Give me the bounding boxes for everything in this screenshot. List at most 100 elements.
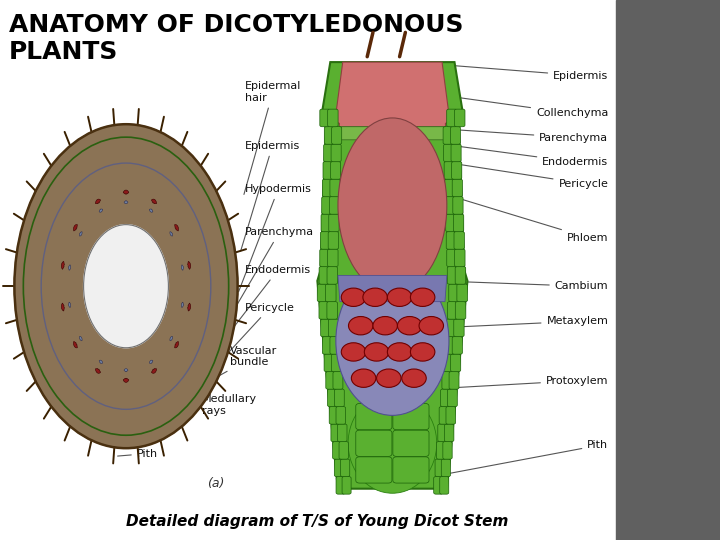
FancyBboxPatch shape bbox=[328, 232, 338, 249]
FancyBboxPatch shape bbox=[446, 232, 456, 249]
Polygon shape bbox=[181, 302, 184, 308]
Circle shape bbox=[410, 288, 435, 307]
FancyBboxPatch shape bbox=[336, 407, 346, 424]
FancyBboxPatch shape bbox=[336, 477, 345, 494]
Polygon shape bbox=[318, 62, 467, 489]
FancyBboxPatch shape bbox=[439, 407, 449, 424]
Polygon shape bbox=[123, 190, 129, 194]
FancyBboxPatch shape bbox=[451, 144, 461, 161]
FancyBboxPatch shape bbox=[435, 459, 444, 477]
FancyBboxPatch shape bbox=[447, 267, 458, 284]
Ellipse shape bbox=[23, 137, 229, 435]
Polygon shape bbox=[61, 303, 64, 311]
Text: Endodermis: Endodermis bbox=[445, 145, 608, 167]
FancyBboxPatch shape bbox=[320, 109, 330, 127]
FancyBboxPatch shape bbox=[324, 354, 334, 372]
FancyBboxPatch shape bbox=[451, 161, 462, 179]
FancyBboxPatch shape bbox=[446, 249, 457, 267]
Text: Pith: Pith bbox=[426, 441, 608, 478]
Polygon shape bbox=[96, 199, 101, 204]
Polygon shape bbox=[339, 127, 446, 140]
Text: Protoxylem: Protoxylem bbox=[431, 376, 608, 389]
Polygon shape bbox=[338, 275, 447, 302]
FancyBboxPatch shape bbox=[328, 389, 337, 407]
FancyBboxPatch shape bbox=[328, 249, 338, 267]
Text: Epidermal
hair: Epidermal hair bbox=[244, 81, 301, 194]
FancyBboxPatch shape bbox=[393, 457, 429, 483]
Circle shape bbox=[348, 316, 373, 335]
Circle shape bbox=[377, 369, 401, 387]
Polygon shape bbox=[68, 265, 71, 271]
FancyBboxPatch shape bbox=[393, 430, 429, 456]
FancyBboxPatch shape bbox=[322, 197, 332, 214]
FancyBboxPatch shape bbox=[448, 389, 457, 407]
Text: Vascular
bundle: Vascular bundle bbox=[193, 346, 278, 390]
Ellipse shape bbox=[84, 225, 168, 348]
Ellipse shape bbox=[338, 118, 447, 293]
Polygon shape bbox=[124, 369, 128, 372]
FancyBboxPatch shape bbox=[454, 249, 465, 267]
Text: Pericycle: Pericycle bbox=[210, 303, 294, 373]
Ellipse shape bbox=[55, 183, 197, 390]
Circle shape bbox=[410, 343, 435, 361]
Polygon shape bbox=[175, 225, 179, 231]
FancyBboxPatch shape bbox=[339, 442, 348, 459]
FancyBboxPatch shape bbox=[446, 109, 457, 127]
FancyBboxPatch shape bbox=[455, 302, 466, 319]
FancyBboxPatch shape bbox=[445, 336, 455, 354]
FancyBboxPatch shape bbox=[324, 127, 334, 144]
Text: Pith: Pith bbox=[117, 449, 158, 458]
FancyBboxPatch shape bbox=[334, 459, 343, 477]
FancyBboxPatch shape bbox=[445, 197, 456, 214]
FancyBboxPatch shape bbox=[320, 232, 330, 249]
FancyBboxPatch shape bbox=[443, 127, 453, 144]
FancyBboxPatch shape bbox=[454, 232, 464, 249]
FancyBboxPatch shape bbox=[449, 284, 459, 302]
Text: Collenchyma: Collenchyma bbox=[451, 97, 608, 118]
FancyBboxPatch shape bbox=[452, 179, 462, 197]
FancyBboxPatch shape bbox=[333, 372, 343, 389]
Polygon shape bbox=[188, 303, 191, 311]
Circle shape bbox=[419, 316, 444, 335]
FancyBboxPatch shape bbox=[443, 442, 452, 459]
FancyBboxPatch shape bbox=[356, 403, 392, 430]
FancyBboxPatch shape bbox=[338, 424, 347, 442]
Text: Parenchyma: Parenchyma bbox=[225, 227, 314, 325]
FancyBboxPatch shape bbox=[332, 127, 342, 144]
Polygon shape bbox=[170, 336, 173, 341]
Polygon shape bbox=[99, 360, 103, 363]
FancyBboxPatch shape bbox=[447, 302, 458, 319]
Ellipse shape bbox=[32, 150, 220, 422]
FancyBboxPatch shape bbox=[320, 319, 331, 336]
Polygon shape bbox=[170, 232, 173, 236]
Ellipse shape bbox=[14, 124, 238, 448]
Ellipse shape bbox=[41, 163, 211, 409]
Polygon shape bbox=[151, 199, 156, 204]
FancyBboxPatch shape bbox=[452, 336, 462, 354]
FancyBboxPatch shape bbox=[446, 214, 456, 232]
FancyBboxPatch shape bbox=[341, 459, 350, 477]
Polygon shape bbox=[149, 360, 153, 363]
Circle shape bbox=[341, 343, 366, 361]
FancyBboxPatch shape bbox=[451, 354, 461, 372]
Polygon shape bbox=[73, 225, 77, 231]
FancyBboxPatch shape bbox=[441, 389, 450, 407]
FancyBboxPatch shape bbox=[356, 457, 392, 483]
Text: Phloem: Phloem bbox=[441, 193, 608, 242]
FancyBboxPatch shape bbox=[441, 459, 451, 477]
FancyBboxPatch shape bbox=[328, 319, 339, 336]
Text: Parenchyma: Parenchyma bbox=[445, 129, 608, 143]
Circle shape bbox=[397, 316, 422, 335]
Text: Cambium: Cambium bbox=[439, 281, 608, 291]
FancyBboxPatch shape bbox=[454, 214, 464, 232]
Text: Metaxylem: Metaxylem bbox=[439, 316, 608, 328]
Circle shape bbox=[341, 288, 366, 307]
FancyBboxPatch shape bbox=[331, 424, 341, 442]
Text: Epidermis: Epidermis bbox=[454, 66, 608, 80]
Polygon shape bbox=[181, 265, 184, 271]
Circle shape bbox=[363, 288, 387, 307]
FancyBboxPatch shape bbox=[329, 197, 340, 214]
FancyBboxPatch shape bbox=[318, 284, 328, 302]
Circle shape bbox=[387, 343, 412, 361]
FancyBboxPatch shape bbox=[446, 407, 456, 424]
